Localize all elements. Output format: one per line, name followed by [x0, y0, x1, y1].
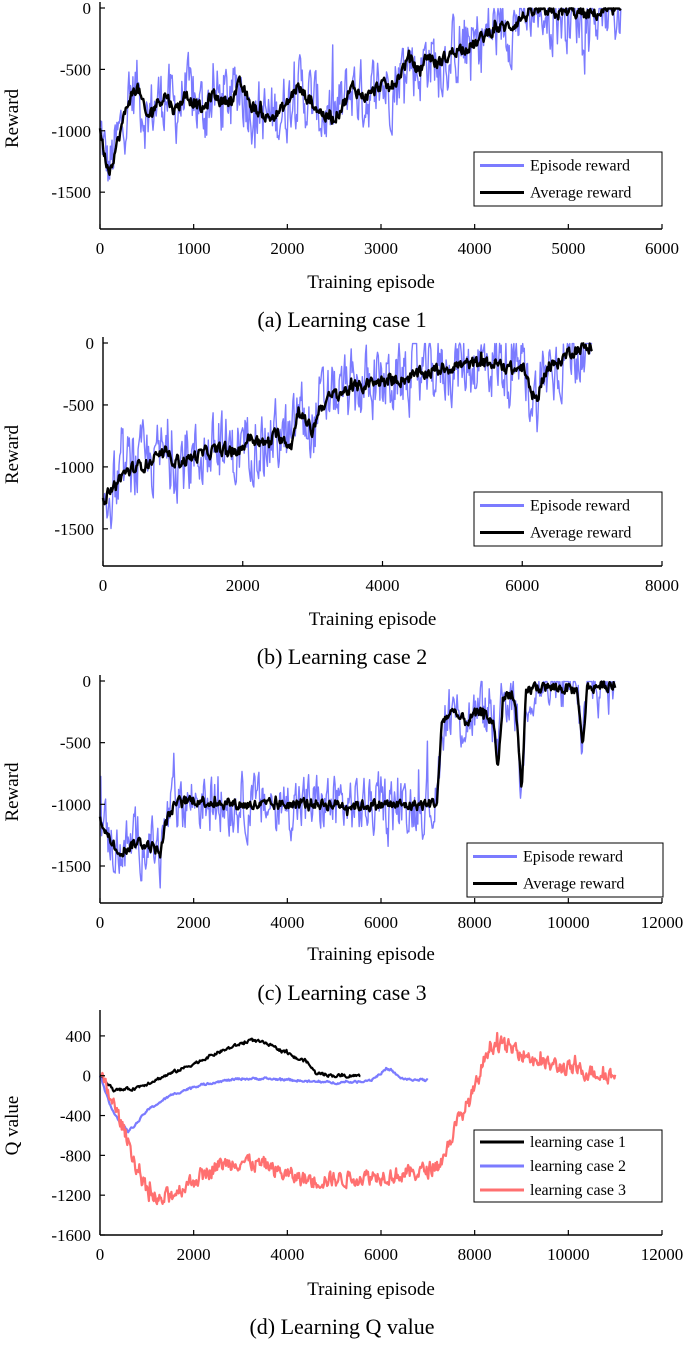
y-tick-label: 0: [86, 334, 95, 353]
legend-label: Episode reward: [523, 849, 623, 866]
y-tick-label: -1500: [51, 857, 91, 876]
x-tick-label: 5000: [551, 239, 585, 258]
series-line-2: [98, 680, 617, 859]
x-tick-label: 3000: [364, 239, 398, 258]
x-tick-label: 10000: [547, 913, 590, 932]
y-tick-label: -800: [60, 1146, 91, 1165]
chart-caption: (c) Learning case 3: [257, 980, 426, 1005]
x-tick-label: 4000: [270, 913, 304, 932]
y-axis-title: Reward: [2, 88, 23, 148]
x-tick-label: 8000: [458, 1245, 492, 1264]
legend-box: [473, 491, 663, 547]
x-axis-title: Training episode: [309, 609, 437, 630]
chart-caption: (a) Learning case 1: [257, 307, 426, 332]
y-tick-label: -1000: [51, 122, 91, 141]
y-tick-label: -1500: [54, 520, 94, 539]
chart-caption: (b) Learning case 2: [257, 644, 427, 669]
series-line-2: [101, 342, 594, 506]
x-tick-label: 2000: [177, 913, 211, 932]
legend-label: Episode reward: [530, 158, 630, 175]
series-line-2: [98, 7, 622, 176]
legend-label: learning case 3: [530, 1182, 626, 1199]
x-tick-label: 0: [96, 913, 105, 932]
y-tick-label: -1000: [54, 458, 94, 477]
y-tick-label: -500: [63, 396, 94, 415]
x-tick-label: 12000: [641, 1245, 684, 1264]
y-tick-label: -500: [60, 60, 91, 79]
legend: Episode reward Average reward: [473, 151, 663, 207]
x-tick-label: 2000: [177, 1245, 211, 1264]
series-line-1: [99, 1037, 361, 1093]
y-axis-title: Q value: [2, 1096, 23, 1156]
x-tick-label: 10000: [547, 1245, 590, 1264]
x-tick-label: 6000: [645, 239, 679, 258]
x-tick-label: 8000: [645, 576, 679, 595]
series-line-1: [99, 7, 622, 182]
x-tick-label: 6000: [364, 913, 398, 932]
x-tick-label: 12000: [641, 913, 684, 932]
chart-panel-1: 0 1000 2000 3000 4000 5000 6000 0 -500 -1000 -1500…: [2, 0, 679, 332]
legend-box: [466, 842, 664, 898]
x-tick-label: 0: [99, 576, 108, 595]
chart-panel-3: 0 2000 4000 6000 8000 10000 12000 0 -500 -1000 -15…: [2, 672, 683, 1005]
x-tick-label: 4000: [270, 1245, 304, 1264]
y-axis-title: Reward: [2, 424, 23, 484]
x-tick-label: 6000: [364, 1245, 398, 1264]
legend-label: learning case 2: [530, 1158, 626, 1175]
x-tick-label: 2000: [226, 576, 260, 595]
legend: Episode reward Average reward: [473, 491, 663, 547]
y-tick-label: -1500: [51, 183, 91, 202]
y-tick-label: 0: [83, 672, 92, 691]
x-tick-label: 1000: [177, 239, 211, 258]
x-tick-label: 6000: [505, 576, 539, 595]
x-tick-label: 0: [96, 239, 105, 258]
chart-panel-2: 0 2000 4000 6000 8000 0 -500 -1000 -1500 Reward Tr…: [2, 334, 679, 669]
legend-label: Average reward: [530, 525, 631, 542]
chart-panel-4: 0 2000 4000 6000 8000 10000 120004000-400-800-…: [2, 1010, 683, 1339]
x-axis-title: Training episode: [307, 272, 435, 293]
x-tick-label: 8000: [458, 913, 492, 932]
y-tick-label: -500: [60, 734, 91, 753]
series-line-3: [99, 1031, 617, 1206]
y-tick-label: 0: [83, 0, 92, 18]
y-axis-title: Reward: [2, 762, 23, 822]
y-tick-label: 0: [83, 1067, 92, 1086]
y-tick-label: -1600: [51, 1226, 91, 1245]
y-tick-label: -400: [60, 1107, 91, 1126]
legend-label: learning case 1: [530, 1134, 626, 1151]
legend: Episode reward Average reward: [466, 842, 664, 898]
x-axis-title: Training episode: [307, 1279, 435, 1300]
x-tick-label: 2000: [270, 239, 304, 258]
x-tick-label: 4000: [458, 239, 492, 258]
legend-label: Episode reward: [530, 498, 630, 515]
series-line-2: [98, 1066, 429, 1134]
legend: learning case 1 learning case 2 learning c…: [473, 1129, 663, 1203]
legend-label: Average reward: [530, 185, 631, 202]
y-tick-label: 400: [66, 1027, 92, 1046]
chart-caption: (d) Learning Q value: [249, 1314, 434, 1339]
legend-label: Average reward: [523, 876, 624, 893]
x-axis-title: Training episode: [307, 944, 435, 965]
x-tick-label: 4000: [366, 576, 400, 595]
x-tick-label: 0: [96, 1245, 105, 1264]
y-tick-label: -1200: [51, 1186, 91, 1205]
y-tick-label: -1000: [51, 795, 91, 814]
legend-box: [473, 151, 663, 207]
